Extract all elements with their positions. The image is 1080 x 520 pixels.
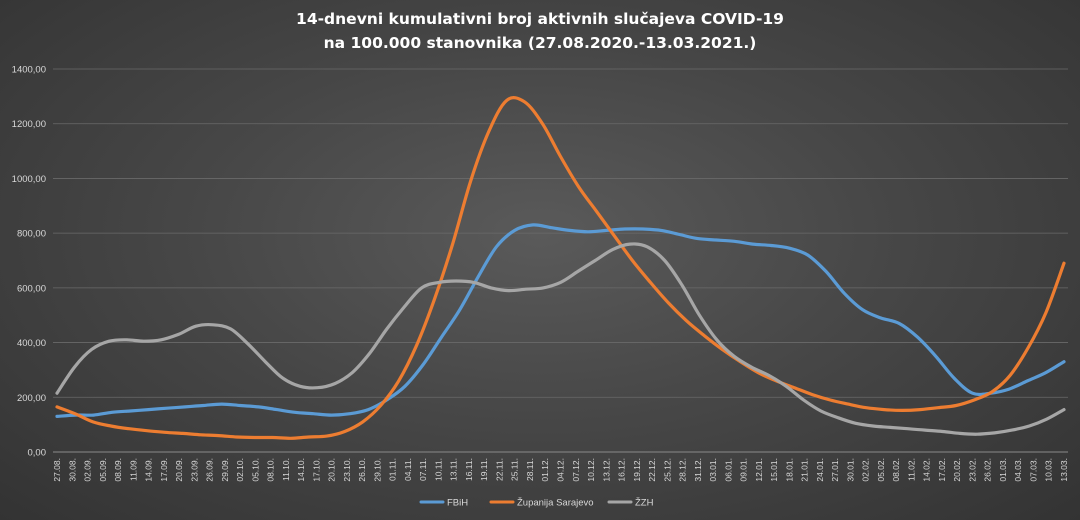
x-tick-label: 17.10.: [311, 458, 321, 482]
x-tick-label: 31.12.: [693, 458, 703, 482]
x-tick-label: 23.02.: [967, 458, 977, 482]
x-tick-label: 20.10.: [327, 458, 337, 482]
x-tick-label: 19.11.: [479, 458, 489, 481]
x-tick-label: 02.02.: [861, 458, 871, 482]
x-tick-label: 08.09.: [113, 458, 123, 482]
x-tick-label: 16.11.: [464, 458, 474, 481]
x-tick-label: 09.01.: [739, 458, 749, 482]
x-tick-label: 13.03.: [1059, 458, 1069, 482]
chart-title: 14-dnevni kumulativni broj aktivnih sluč…: [296, 10, 784, 28]
legend-label: FBiH: [447, 498, 468, 509]
x-tick-label: 02.10.: [235, 458, 245, 482]
x-tick-label: 26.10.: [357, 458, 367, 482]
x-tick-label: 05.09.: [98, 458, 108, 482]
x-tick-label: 16.12.: [617, 458, 627, 482]
y-tick-label: 200,00: [17, 393, 46, 404]
x-tick-label: 01.11.: [388, 458, 398, 481]
x-tick-label: 05.02.: [876, 458, 886, 482]
x-tick-label: 14.09.: [144, 458, 154, 482]
x-tick-label: 01.03.: [998, 458, 1008, 482]
x-tick-label: 22.11.: [494, 458, 504, 481]
x-tick-label: 27.01.: [830, 458, 840, 482]
x-tick-label: 10.03.: [1044, 458, 1054, 482]
x-tick-label: 03.01.: [708, 458, 718, 482]
x-tick-label: 11.02.: [906, 458, 916, 481]
x-tick-label: 28.12.: [678, 458, 688, 482]
x-tick-label: 07.12.: [571, 458, 581, 482]
series-line-2: [55, 96, 1066, 440]
x-tick-label: 20.09.: [174, 458, 184, 482]
x-tick-label: 17.09.: [159, 458, 169, 482]
gridlines: [53, 68, 1068, 453]
y-tick-label: 1000,00: [12, 174, 46, 185]
x-axis: 27.08. 30.08. 02.09. 05.09. 08.09. 11.09. 14.0…: [52, 458, 1069, 482]
x-tick-label: 06.01.: [723, 458, 733, 482]
y-tick-label: 800,00: [17, 229, 46, 240]
x-tick-label: 25.11.: [510, 458, 520, 481]
x-tick-label: 05.10.: [250, 458, 260, 482]
x-tick-label: 04.12.: [556, 458, 566, 482]
legend-label: Županija Sarajevo: [517, 498, 594, 509]
y-tick-label: 600,00: [17, 283, 46, 294]
x-tick-label: 30.08.: [67, 458, 77, 482]
y-tick-label: 1400,00: [12, 65, 46, 76]
x-tick-label: 26.09.: [205, 458, 215, 482]
x-tick-label: 24.01.: [815, 458, 825, 482]
x-tick-label: 25.12.: [662, 458, 672, 482]
x-tick-label: 29.10.: [372, 458, 382, 482]
x-tick-label: 22.12.: [647, 458, 657, 482]
x-tick-label: 08.02.: [891, 458, 901, 482]
chart-subtitle: na 100.000 stanovnika (27.08.2020.-13.03…: [324, 34, 757, 52]
x-tick-label: 27.08.: [52, 458, 62, 482]
x-tick-label: 04.03.: [1013, 458, 1023, 482]
x-tick-label: 11.09.: [128, 458, 138, 481]
x-tick-label: 20.02.: [952, 458, 962, 482]
x-tick-label: 12.01.: [754, 458, 764, 482]
x-tick-label: 15.01.: [769, 458, 779, 482]
y-axis: 0,00 200,00 400,00 600,00 800,00 1000,00 1200,…: [12, 65, 46, 459]
plot-area: [55, 96, 1066, 440]
x-tick-label: 10.12.: [586, 458, 596, 482]
series-line-1: [55, 223, 1066, 418]
x-tick-label: 14.02.: [922, 458, 932, 482]
x-tick-label: 19.12.: [632, 458, 642, 482]
x-tick-label: 23.09.: [189, 458, 199, 482]
y-tick-label: 400,00: [17, 338, 46, 349]
x-tick-label: 13.12.: [601, 458, 611, 482]
x-tick-label: 21.01.: [800, 458, 810, 482]
series-line-3: [55, 242, 1066, 436]
x-tick-label: 17.02.: [937, 458, 947, 482]
x-tick-label: 28.11.: [525, 458, 535, 481]
x-tick-label: 23.10.: [342, 458, 352, 482]
legend-label: ŽZH: [635, 498, 654, 509]
x-tick-label: 04.11.: [403, 458, 413, 481]
legend: FBiH Županija Sarajevo ŽZH: [419, 498, 654, 509]
x-tick-label: 30.01.: [845, 458, 855, 482]
x-tick-label: 14.10.: [296, 458, 306, 482]
x-tick-label: 08.10.: [266, 458, 276, 482]
x-tick-label: 01.12.: [540, 458, 550, 482]
x-tick-label: 02.09.: [83, 458, 93, 482]
x-tick-label: 13.11.: [449, 458, 459, 481]
x-tick-label: 26.02.: [983, 458, 993, 482]
x-tick-label: 07.03.: [1028, 458, 1038, 482]
y-tick-label: 1200,00: [12, 119, 46, 130]
x-tick-label: 11.10.: [281, 458, 291, 481]
x-tick-label: 18.01.: [784, 458, 794, 482]
x-tick-label: 29.09.: [220, 458, 230, 482]
x-tick-label: 07.11.: [418, 458, 428, 481]
y-tick-label: 0,00: [28, 448, 47, 459]
x-tick-label: 10.11.: [433, 458, 443, 481]
